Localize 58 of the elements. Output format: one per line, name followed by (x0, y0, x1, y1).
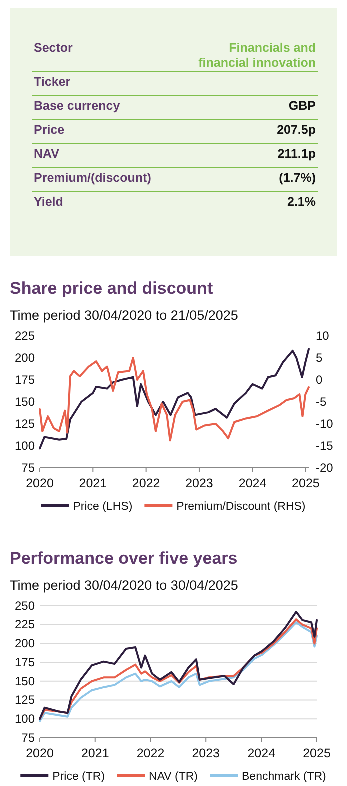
y-tick-label: 75 (22, 730, 36, 745)
category-label: Premium/(discount) (34, 171, 152, 185)
y2-tick-label: -20 (316, 460, 334, 475)
category-label: NAV (34, 147, 60, 161)
legend-label: Price (TR) (52, 771, 106, 783)
chart-title: Performance over five years (10, 549, 238, 568)
x-tick-label: 2024 (238, 476, 267, 490)
text: 2.1% (288, 195, 316, 209)
x-tick-label: 2021 (81, 746, 110, 760)
y-tick-label: 225 (14, 618, 36, 632)
y2-tick-label: 5 (316, 350, 323, 365)
x-tick-label: 2024 (248, 746, 276, 760)
legend-label: Benchmark (TR) (242, 771, 327, 783)
x-tick-label: 2022 (136, 746, 165, 760)
y-tick-label: 200 (14, 350, 36, 365)
text: 211.1p (278, 147, 316, 161)
category-label: Sector (34, 41, 74, 55)
x-tick-label: 2020 (26, 476, 54, 490)
y-tick-label: 175 (14, 372, 36, 387)
category-label: Price (34, 123, 65, 137)
chart-subtitle: Time period 30/04/2020 to 21/05/2025 (10, 308, 238, 323)
y-tick-label: 125 (14, 693, 36, 708)
x-tick-label: 2025 (303, 746, 331, 760)
line-series (39, 357, 310, 442)
category-label: Ticker (34, 75, 71, 89)
line-series (39, 348, 310, 450)
y-tick-label: 200 (14, 636, 36, 651)
y2-tick-label: 0 (316, 372, 323, 387)
x-tick-label: 2022 (132, 476, 160, 490)
y-tick-label: 175 (14, 655, 36, 670)
y-tick-label: 225 (14, 328, 36, 343)
chart-title: Share price and discount (10, 279, 214, 298)
y2-tick-label: -15 (316, 438, 334, 453)
x-tick-label: 2023 (192, 746, 220, 760)
legend-label: Price (LHS) (73, 501, 133, 513)
y-tick-label: 250 (14, 598, 36, 613)
text: Financials and financial innovation (198, 41, 316, 70)
y-tick-label: 125 (14, 416, 36, 431)
x-tick-label: 2021 (79, 476, 108, 490)
x-tick-label: 2023 (186, 476, 214, 490)
y-tick-label: 100 (14, 438, 36, 453)
chart-subtitle: Time period 30/04/2020 to 30/04/2025 (10, 578, 238, 593)
y2-tick-label: -5 (316, 394, 327, 409)
y-tick-label: 150 (14, 674, 36, 688)
category-label: Yield (34, 195, 64, 209)
text: (1.7%) (279, 171, 316, 185)
y-tick-label: 150 (14, 394, 36, 409)
x-tick-label: 2025 (292, 476, 320, 490)
y-tick-label: 75 (22, 460, 36, 475)
y-tick-label: 100 (14, 712, 36, 726)
legend-label: NAV (TR) (149, 771, 198, 783)
text: 207.5p (277, 123, 316, 137)
y2-tick-label: 10 (316, 328, 330, 343)
category-label: Base currency (34, 99, 120, 113)
text: GBP (288, 99, 316, 113)
y2-tick-label: -10 (316, 416, 334, 431)
legend-label: Premium/Discount (RHS) (176, 501, 306, 513)
x-tick-label: 2020 (26, 746, 54, 760)
